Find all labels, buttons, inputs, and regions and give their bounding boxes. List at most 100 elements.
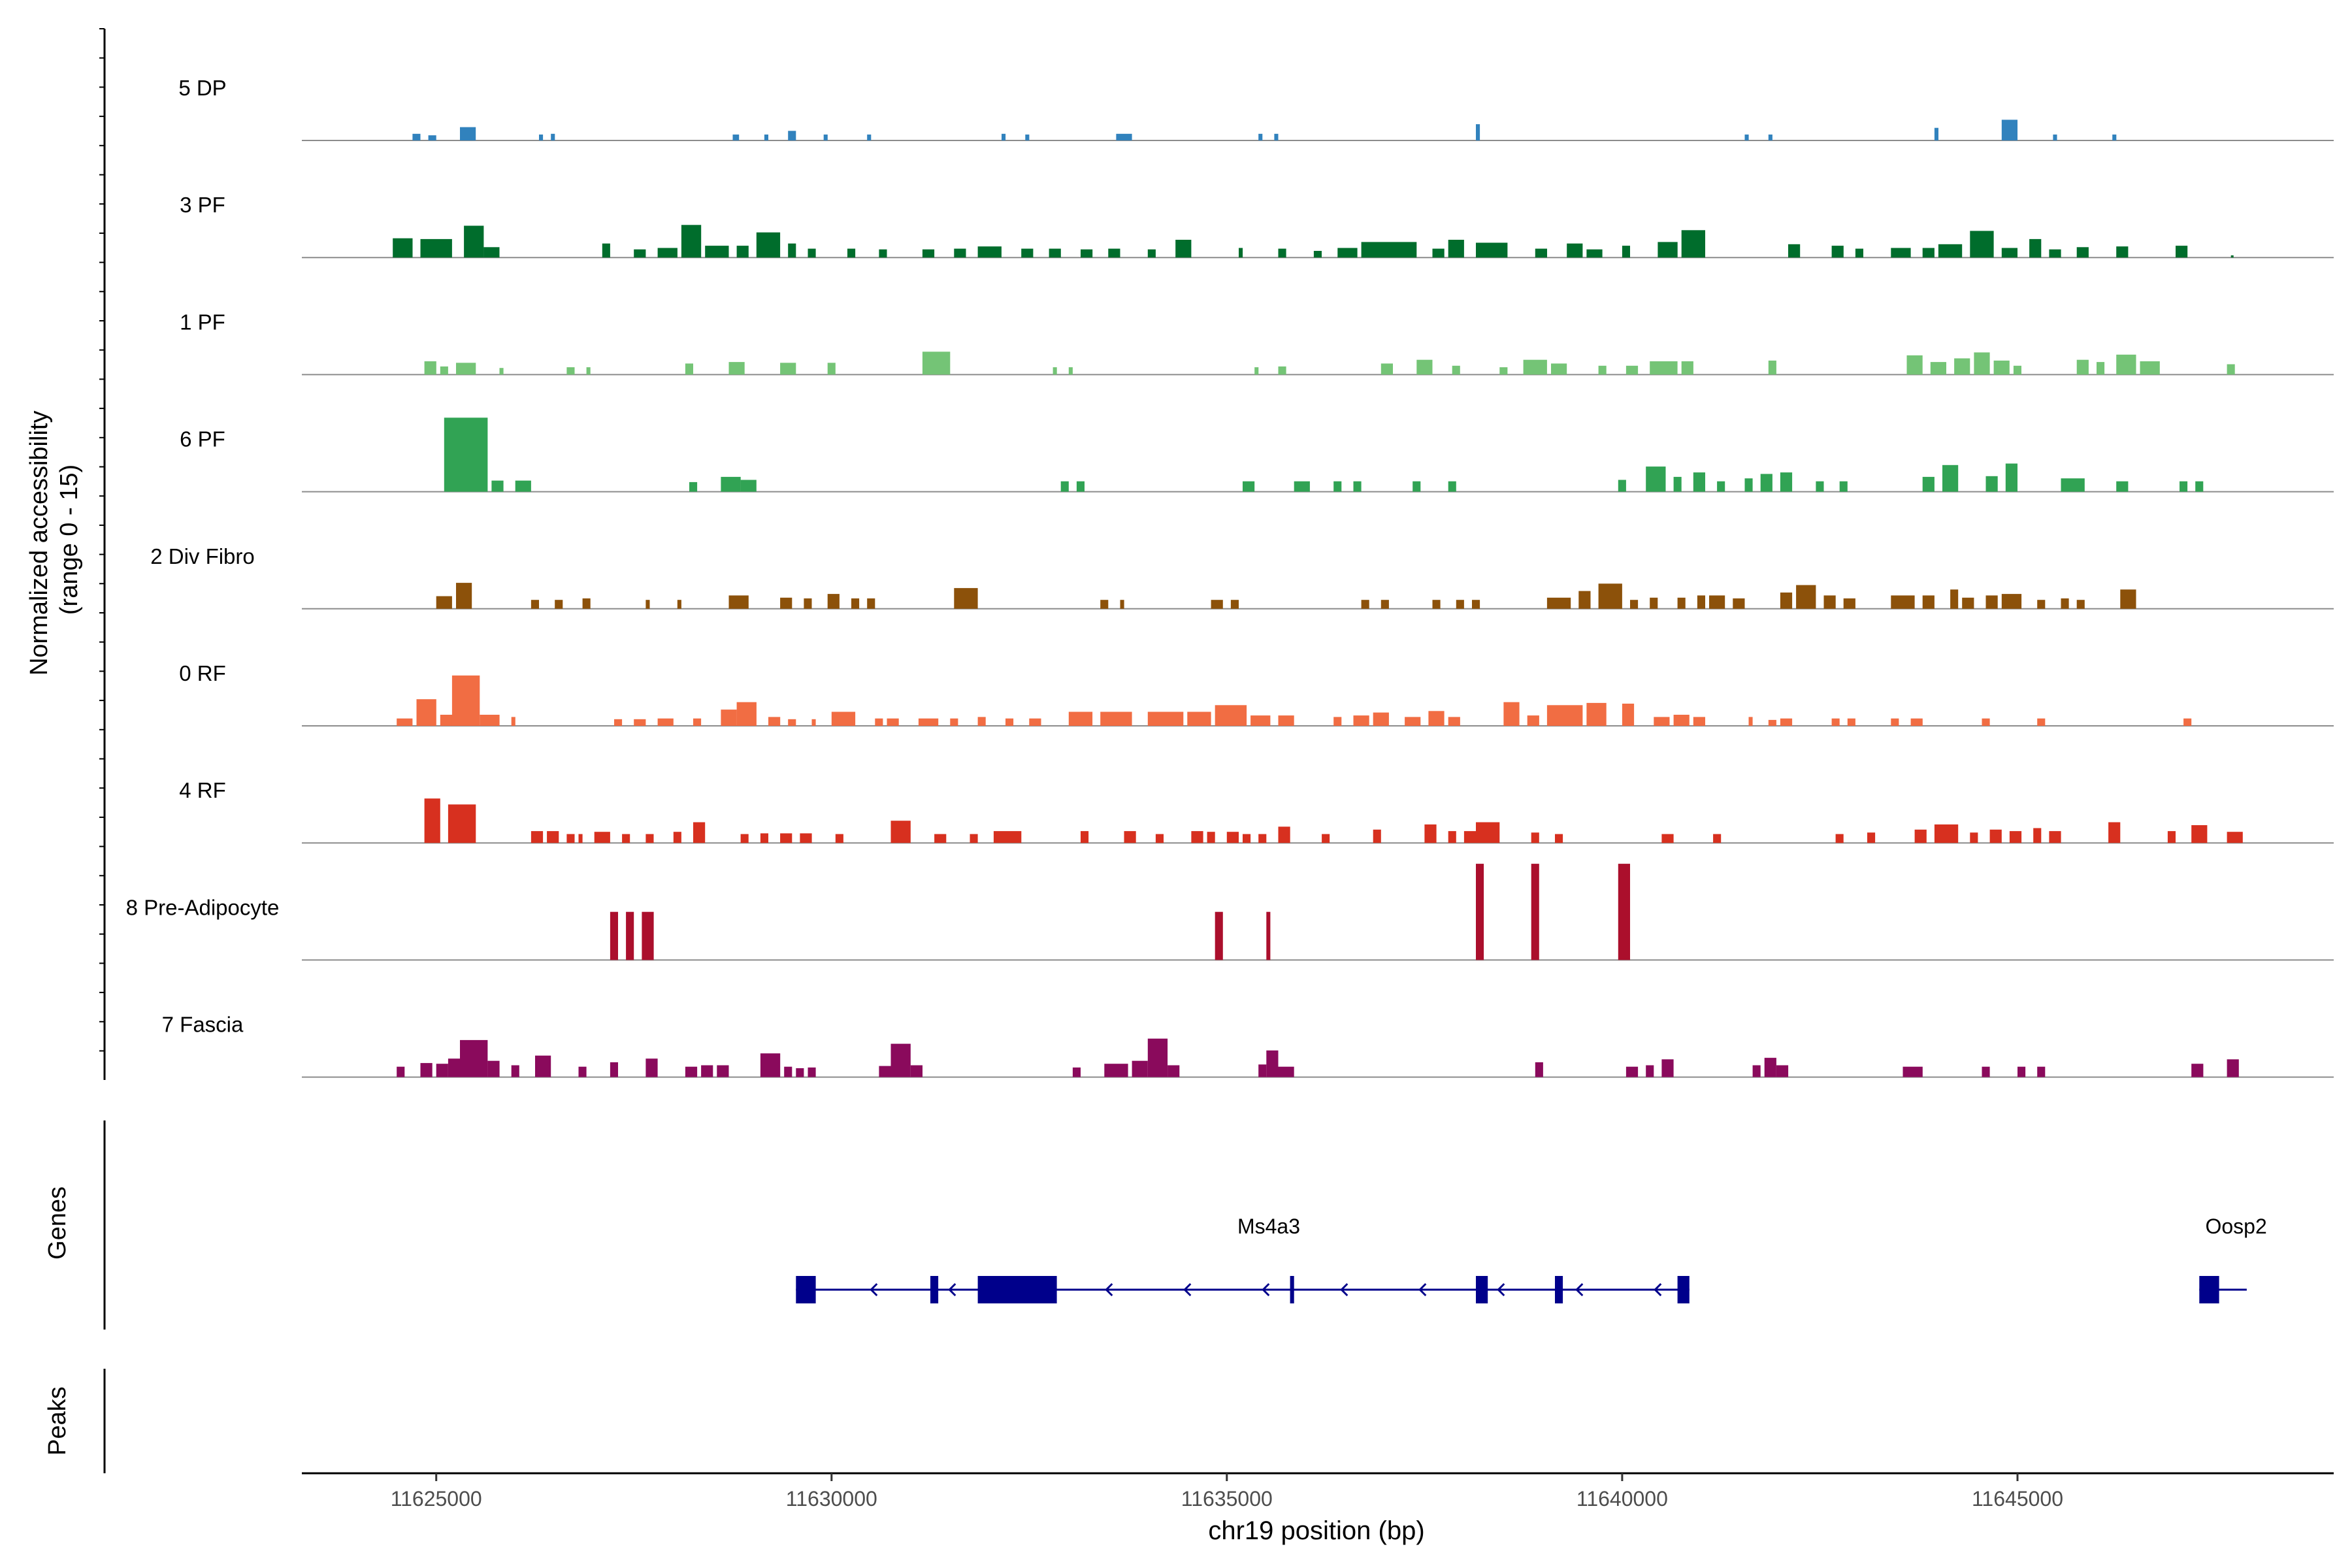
- coverage-peak: [1322, 834, 1330, 843]
- coverage-peak: [760, 833, 768, 843]
- coverage-peak: [1555, 834, 1563, 843]
- coverage-peak: [420, 238, 452, 258]
- coverage-peak: [689, 482, 698, 492]
- coverage-peak: [657, 248, 678, 258]
- coverage-peak: [867, 598, 875, 609]
- coverage-peak: [1823, 595, 1836, 609]
- coverage-peak: [1650, 597, 1658, 609]
- coverage-peak: [1622, 246, 1630, 258]
- coverage-peak: [448, 804, 476, 843]
- coverage-peak: [1076, 481, 1085, 492]
- coverage-peak: [910, 1065, 923, 1077]
- coverage-peak: [551, 133, 555, 140]
- track-1-pf: [302, 351, 2334, 376]
- coverage-peak: [1068, 367, 1073, 375]
- coverage-peak: [2230, 255, 2234, 258]
- coverage-peak: [808, 1067, 816, 1077]
- coverage-peak: [1942, 465, 1959, 492]
- coverage-peak: [2120, 589, 2136, 609]
- coverage-peak: [1982, 718, 1990, 726]
- coverage-peak: [823, 134, 828, 140]
- coverage-peak: [2033, 828, 2042, 843]
- coverage-peak: [1625, 365, 1639, 375]
- coverage-peak: [732, 134, 740, 140]
- coverage-peak: [1891, 248, 1911, 258]
- coverage-peak: [2180, 481, 2188, 492]
- gene-name-label: Ms4a3: [1237, 1215, 1300, 1238]
- coverage-peak: [1191, 831, 1203, 843]
- coverage-peak: [642, 911, 654, 960]
- coverage-peak: [397, 718, 413, 726]
- coverage-peak: [701, 1065, 713, 1077]
- track-label: 4 RF: [179, 778, 226, 802]
- coverage-peak: [1950, 589, 1959, 609]
- coverage-peak: [582, 598, 591, 609]
- coverage-peak: [602, 243, 610, 258]
- coverage-peak: [879, 249, 887, 258]
- track-2-div-fibro: [302, 583, 2334, 610]
- coverage-peak: [1452, 365, 1460, 375]
- coverage-peak: [1598, 583, 1622, 609]
- coverage-peak: [634, 719, 646, 726]
- coverage-peak: [1428, 711, 1445, 726]
- coverage-peak: [1239, 248, 1243, 258]
- coverage-peak: [1081, 249, 1093, 258]
- coverage-peak: [1215, 705, 1247, 726]
- coverage-peak: [1476, 124, 1480, 140]
- coverage-peak: [922, 351, 951, 375]
- coverage-peak: [831, 711, 856, 726]
- coverage-peak: [1768, 134, 1772, 140]
- coverage-peak: [1697, 595, 1705, 609]
- y-axis-label: Normalized accessibility (range 0 - 15): [25, 404, 83, 676]
- coverage-peak: [2029, 238, 2042, 258]
- coverage-peak: [1938, 244, 1963, 258]
- coverage-peak: [1361, 242, 1417, 258]
- coverage-peak: [1970, 832, 1978, 843]
- coverage-peak: [1974, 352, 1990, 375]
- coverage-peak: [1780, 592, 1793, 609]
- coverage-peak: [1424, 824, 1437, 843]
- coverage-peak: [1476, 822, 1500, 843]
- coverage-peak: [436, 1064, 448, 1077]
- coverage-peak: [1673, 715, 1690, 726]
- coverage-peak: [970, 834, 978, 843]
- coverage-peak: [1546, 705, 1583, 726]
- coverage-peak: [2191, 1064, 2204, 1077]
- coverage-peak: [736, 702, 757, 726]
- x-tick-label: 11640000: [1576, 1487, 1668, 1511]
- track-4-rf: [302, 798, 2334, 844]
- coverage-peak: [1476, 242, 1508, 258]
- coverage-peak: [1373, 829, 1381, 843]
- coverage-peak: [480, 715, 500, 726]
- coverage-peak: [614, 719, 623, 726]
- coverage-peak: [2037, 1066, 2046, 1077]
- coverage-peak: [1598, 365, 1607, 375]
- gene-exon: [977, 1276, 1057, 1303]
- coverage-peak: [1258, 1064, 1267, 1077]
- coverage-peak: [2116, 246, 2129, 258]
- coverage-peak: [918, 718, 939, 726]
- coverage-peak: [1578, 591, 1591, 609]
- x-tick-label: 11625000: [391, 1487, 482, 1511]
- coverage-peak: [1646, 466, 1666, 492]
- coverage-peak: [578, 1066, 587, 1077]
- coverage-peak: [728, 595, 749, 609]
- coverage-peak: [1278, 366, 1286, 375]
- coverage-peak: [879, 1066, 891, 1077]
- coverage-peak: [1768, 360, 1776, 375]
- coverage-peak: [721, 476, 741, 492]
- coverage-peak: [2227, 364, 2235, 375]
- coverage-peak: [1922, 248, 1935, 258]
- coverage-peak: [2167, 831, 2176, 843]
- coverage-peak: [1266, 911, 1271, 960]
- coverage-peak: [1713, 834, 1722, 843]
- coverage-peak: [1551, 363, 1567, 375]
- coverage-peak: [2049, 249, 2061, 258]
- coverage-peak: [681, 225, 702, 258]
- coverage-peak: [535, 1055, 551, 1077]
- coverage-peak: [1546, 597, 1571, 609]
- coverage-peak: [2076, 600, 2085, 609]
- gene-exon: [796, 1276, 816, 1303]
- coverage-peak: [1250, 715, 1271, 726]
- coverage-peak: [1463, 831, 1477, 843]
